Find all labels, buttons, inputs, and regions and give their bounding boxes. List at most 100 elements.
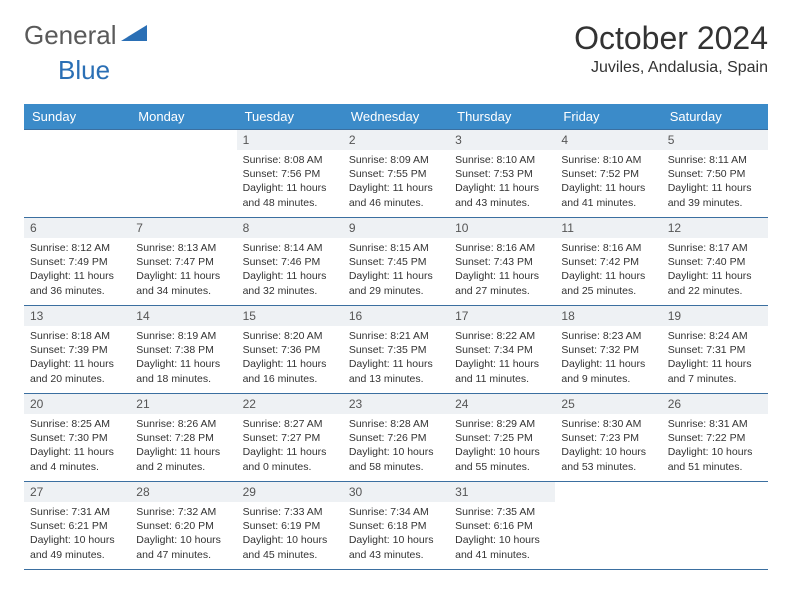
sunset-line: Sunset: 7:31 PM (668, 343, 762, 357)
dow-wednesday: Wednesday (343, 104, 449, 130)
sunrise-line: Sunrise: 8:10 AM (561, 153, 655, 167)
sunrise-line: Sunrise: 8:31 AM (668, 417, 762, 431)
sunrise-line: Sunrise: 8:09 AM (349, 153, 443, 167)
daylight-line: Daylight: 11 hours and 39 minutes. (668, 181, 762, 209)
daylight-line: Daylight: 10 hours and 43 minutes. (349, 533, 443, 561)
calendar-cell: 7Sunrise: 8:13 AMSunset: 7:47 PMDaylight… (130, 218, 236, 306)
calendar-cell: 29Sunrise: 7:33 AMSunset: 6:19 PMDayligh… (237, 482, 343, 570)
day-body: Sunrise: 8:16 AMSunset: 7:42 PMDaylight:… (555, 238, 661, 301)
calendar-week: 6Sunrise: 8:12 AMSunset: 7:49 PMDaylight… (24, 218, 768, 306)
day-number: 27 (24, 482, 130, 502)
day-body: Sunrise: 8:25 AMSunset: 7:30 PMDaylight:… (24, 414, 130, 477)
sunrise-line: Sunrise: 8:22 AM (455, 329, 549, 343)
sunset-line: Sunset: 7:23 PM (561, 431, 655, 445)
day-body: Sunrise: 8:20 AMSunset: 7:36 PMDaylight:… (237, 326, 343, 389)
sunrise-line: Sunrise: 8:30 AM (561, 417, 655, 431)
sunrise-line: Sunrise: 8:20 AM (243, 329, 337, 343)
day-number: 30 (343, 482, 449, 502)
daylight-line: Daylight: 11 hours and 34 minutes. (136, 269, 230, 297)
sunrise-line: Sunrise: 8:25 AM (30, 417, 124, 431)
sunset-line: Sunset: 7:56 PM (243, 167, 337, 181)
calendar-cell: 21Sunrise: 8:26 AMSunset: 7:28 PMDayligh… (130, 394, 236, 482)
calendar-cell: 14Sunrise: 8:19 AMSunset: 7:38 PMDayligh… (130, 306, 236, 394)
day-number: 13 (24, 306, 130, 326)
day-body: Sunrise: 8:12 AMSunset: 7:49 PMDaylight:… (24, 238, 130, 301)
day-body: Sunrise: 8:14 AMSunset: 7:46 PMDaylight:… (237, 238, 343, 301)
day-body: Sunrise: 8:19 AMSunset: 7:38 PMDaylight:… (130, 326, 236, 389)
sunset-line: Sunset: 7:55 PM (349, 167, 443, 181)
day-number: 10 (449, 218, 555, 238)
brand-part1: General (24, 20, 117, 51)
calendar-cell: .. (24, 130, 130, 218)
sunrise-line: Sunrise: 8:11 AM (668, 153, 762, 167)
sunset-line: Sunset: 7:36 PM (243, 343, 337, 357)
daylight-line: Daylight: 11 hours and 0 minutes. (243, 445, 337, 473)
calendar-cell: 22Sunrise: 8:27 AMSunset: 7:27 PMDayligh… (237, 394, 343, 482)
daylight-line: Daylight: 10 hours and 58 minutes. (349, 445, 443, 473)
daylight-line: Daylight: 10 hours and 41 minutes. (455, 533, 549, 561)
daylight-line: Daylight: 11 hours and 9 minutes. (561, 357, 655, 385)
sunrise-line: Sunrise: 8:27 AM (243, 417, 337, 431)
sunrise-line: Sunrise: 8:21 AM (349, 329, 443, 343)
calendar-cell: 23Sunrise: 8:28 AMSunset: 7:26 PMDayligh… (343, 394, 449, 482)
calendar-cell: 3Sunrise: 8:10 AMSunset: 7:53 PMDaylight… (449, 130, 555, 218)
sunrise-line: Sunrise: 7:33 AM (243, 505, 337, 519)
day-number: 22 (237, 394, 343, 414)
calendar-cell: 19Sunrise: 8:24 AMSunset: 7:31 PMDayligh… (662, 306, 768, 394)
calendar-cell: 30Sunrise: 7:34 AMSunset: 6:18 PMDayligh… (343, 482, 449, 570)
sunset-line: Sunset: 7:38 PM (136, 343, 230, 357)
day-body: Sunrise: 8:11 AMSunset: 7:50 PMDaylight:… (662, 150, 768, 213)
daylight-line: Daylight: 11 hours and 20 minutes. (30, 357, 124, 385)
location: Juviles, Andalusia, Spain (574, 59, 768, 77)
calendar-table: Sunday Monday Tuesday Wednesday Thursday… (24, 104, 768, 570)
daylight-line: Daylight: 11 hours and 48 minutes. (243, 181, 337, 209)
sunset-line: Sunset: 7:45 PM (349, 255, 443, 269)
sunset-line: Sunset: 7:35 PM (349, 343, 443, 357)
day-body: Sunrise: 8:31 AMSunset: 7:22 PMDaylight:… (662, 414, 768, 477)
sunset-line: Sunset: 7:53 PM (455, 167, 549, 181)
sunrise-line: Sunrise: 8:15 AM (349, 241, 443, 255)
daylight-line: Daylight: 10 hours and 47 minutes. (136, 533, 230, 561)
dow-saturday: Saturday (662, 104, 768, 130)
daylight-line: Daylight: 11 hours and 36 minutes. (30, 269, 124, 297)
day-body: Sunrise: 8:27 AMSunset: 7:27 PMDaylight:… (237, 414, 343, 477)
day-number: 19 (662, 306, 768, 326)
day-body: Sunrise: 8:10 AMSunset: 7:53 PMDaylight:… (449, 150, 555, 213)
day-body: Sunrise: 7:32 AMSunset: 6:20 PMDaylight:… (130, 502, 236, 565)
day-number: 21 (130, 394, 236, 414)
calendar-cell: 25Sunrise: 8:30 AMSunset: 7:23 PMDayligh… (555, 394, 661, 482)
title-block: October 2024 Juviles, Andalusia, Spain (574, 20, 768, 77)
brand-logo: General (24, 20, 149, 51)
day-body: Sunrise: 8:17 AMSunset: 7:40 PMDaylight:… (662, 238, 768, 301)
daylight-line: Daylight: 10 hours and 45 minutes. (243, 533, 337, 561)
day-number: 2 (343, 130, 449, 150)
calendar-cell: 16Sunrise: 8:21 AMSunset: 7:35 PMDayligh… (343, 306, 449, 394)
sunset-line: Sunset: 7:42 PM (561, 255, 655, 269)
daylight-line: Daylight: 11 hours and 41 minutes. (561, 181, 655, 209)
day-number: 28 (130, 482, 236, 502)
daylight-line: Daylight: 11 hours and 32 minutes. (243, 269, 337, 297)
calendar-week: 13Sunrise: 8:18 AMSunset: 7:39 PMDayligh… (24, 306, 768, 394)
calendar-cell: 20Sunrise: 8:25 AMSunset: 7:30 PMDayligh… (24, 394, 130, 482)
day-number: 31 (449, 482, 555, 502)
sunset-line: Sunset: 6:18 PM (349, 519, 443, 533)
day-number: 9 (343, 218, 449, 238)
calendar-cell: 12Sunrise: 8:17 AMSunset: 7:40 PMDayligh… (662, 218, 768, 306)
daylight-line: Daylight: 11 hours and 18 minutes. (136, 357, 230, 385)
calendar-cell: 10Sunrise: 8:16 AMSunset: 7:43 PMDayligh… (449, 218, 555, 306)
sunset-line: Sunset: 7:26 PM (349, 431, 443, 445)
daylight-line: Daylight: 11 hours and 46 minutes. (349, 181, 443, 209)
sunrise-line: Sunrise: 8:14 AM (243, 241, 337, 255)
day-body: Sunrise: 8:23 AMSunset: 7:32 PMDaylight:… (555, 326, 661, 389)
day-number: 7 (130, 218, 236, 238)
calendar-week: 20Sunrise: 8:25 AMSunset: 7:30 PMDayligh… (24, 394, 768, 482)
dow-friday: Friday (555, 104, 661, 130)
daylight-line: Daylight: 10 hours and 49 minutes. (30, 533, 124, 561)
daylight-line: Daylight: 11 hours and 2 minutes. (136, 445, 230, 473)
day-body: Sunrise: 7:34 AMSunset: 6:18 PMDaylight:… (343, 502, 449, 565)
day-body: Sunrise: 7:35 AMSunset: 6:16 PMDaylight:… (449, 502, 555, 565)
day-number: 26 (662, 394, 768, 414)
dow-thursday: Thursday (449, 104, 555, 130)
sunrise-line: Sunrise: 8:17 AM (668, 241, 762, 255)
daylight-line: Daylight: 10 hours and 51 minutes. (668, 445, 762, 473)
